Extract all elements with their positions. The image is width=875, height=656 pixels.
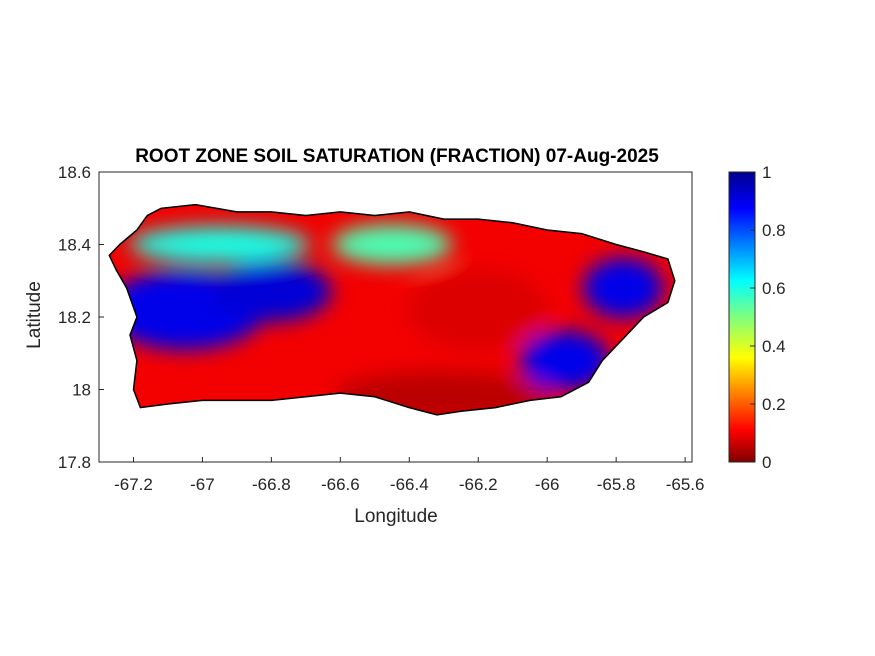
y-tick-label: 18	[72, 381, 91, 400]
colorbar-tick-label: 0.2	[762, 395, 786, 414]
x-tick-label: -66.8	[252, 475, 291, 494]
colorbar-tick-label: 0.8	[762, 221, 786, 240]
colorbar: 0 0.2 0.4 0.6 0.8 1	[728, 163, 786, 472]
saturation-region	[583, 258, 664, 318]
y-axis: 17.8 18 18.2 18.4 18.6	[58, 163, 104, 472]
y-axis-label: Latitude	[24, 281, 45, 349]
x-tick-label: -65.6	[666, 475, 705, 494]
coastline	[108, 203, 676, 416]
x-axis: -67.2 -67 -66.8 -66.6 -66.4 -66.2 -66 -65.8 -65.…	[114, 457, 704, 494]
x-tick-label: -66.2	[459, 475, 498, 494]
colorbar-ticks: 0 0.2 0.4 0.6 0.8 1	[750, 163, 786, 472]
x-axis-label: Longitude	[354, 506, 437, 527]
x-tick-label: -67.2	[114, 475, 153, 494]
x-tick-label: -66.6	[321, 475, 360, 494]
colorbar-tick-label: 0	[762, 453, 771, 472]
y-tick-label: 18.2	[58, 308, 91, 327]
y-tick-label: 17.8	[58, 453, 91, 472]
chart-title: ROOT ZONE SOIL SATURATION (FRACTION) 07-…	[135, 146, 659, 167]
y-tick-label: 18.6	[58, 163, 91, 182]
plot-area: -67.2 -67 -66.8 -66.6 -66.4 -66.2 -66 -65.8 -65.…	[58, 163, 705, 494]
colorbar-gradient	[728, 171, 756, 463]
x-tick-label: -67	[190, 475, 215, 494]
y-tick-label: 18.4	[58, 236, 91, 255]
x-tick-label: -66.4	[390, 475, 429, 494]
saturation-region	[129, 226, 310, 263]
colorbar-tick-label: 0.6	[762, 279, 786, 298]
colorbar-tick-label: 0.4	[762, 337, 786, 356]
saturation-region	[211, 261, 332, 322]
saturation-region	[519, 330, 610, 391]
x-tick-label: -65.8	[597, 475, 636, 494]
saturation-region	[408, 269, 549, 350]
x-tick-label: -66	[535, 475, 560, 494]
colorbar-tick-label: 1	[762, 163, 771, 182]
saturation-region	[332, 224, 453, 265]
